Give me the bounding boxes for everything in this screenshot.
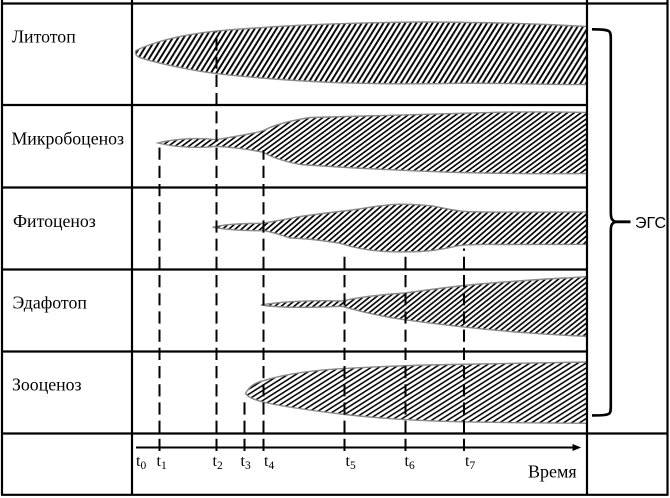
svg-text:t1: t1: [157, 453, 167, 472]
svg-text:Эдафотоп: Эдафотоп: [13, 292, 88, 312]
svg-text:t7: t7: [465, 453, 475, 472]
svg-text:t0: t0: [136, 453, 146, 472]
svg-text:ЭГС: ЭГС: [635, 215, 666, 232]
svg-text:Микробоценоз: Микробоценоз: [12, 128, 125, 148]
svg-text:t4: t4: [264, 453, 274, 472]
svg-text:Литотоп: Литотоп: [12, 27, 76, 47]
svg-text:t5: t5: [346, 453, 356, 472]
svg-text:Зооценоз: Зооценоз: [12, 374, 82, 394]
svg-text:t2: t2: [213, 453, 223, 472]
svg-text:t3: t3: [241, 453, 251, 472]
svg-text:t6: t6: [405, 453, 415, 472]
svg-text:Фитоценоз: Фитоценоз: [13, 211, 96, 231]
svg-text:Время: Время: [528, 462, 577, 482]
